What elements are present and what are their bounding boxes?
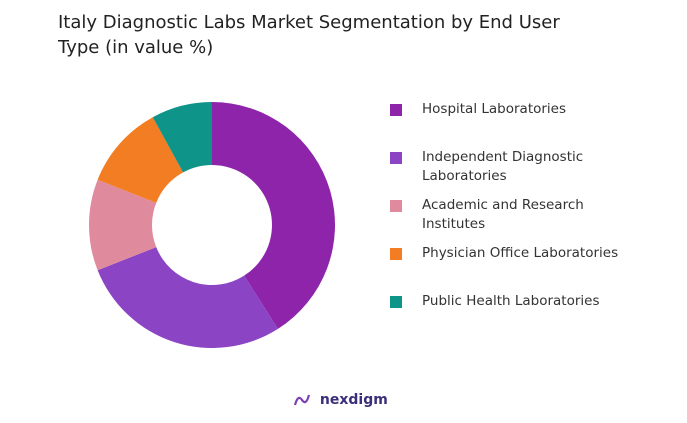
legend-label: Academic and Research Institutes [422,197,584,232]
logo: nexdigm [293,392,388,408]
legend-item: Public Health Laboratories [390,292,650,340]
legend-swatch [390,248,402,260]
legend-item: Physician Office Laboratories [390,244,650,292]
legend-item: Academic and Research Institutes [390,196,650,244]
legend-item: Independent Diagnostic Laboratories [390,148,650,196]
legend-swatch [390,152,402,164]
legend-swatch [390,104,402,116]
donut-slice [97,117,184,203]
legend-swatch [390,296,402,308]
legend: Hospital Laboratories Independent Diagnos… [390,100,650,340]
donut-slice [88,179,157,271]
logo-icon [293,394,311,406]
legend-label: Public Health Laboratories [422,293,600,309]
chart-title: Italy Diagnostic Labs Market Segmentatio… [58,12,560,58]
donut-slice [212,102,335,329]
legend-swatch [390,200,402,212]
legend-label: Hospital Laboratories [422,101,567,117]
legend-label: Physician Office Laboratories [422,245,619,261]
donut-slice [152,102,212,173]
legend-item: Hospital Laboratories [390,100,650,148]
donut-slice [97,247,278,348]
logo-text: nexdigm [319,392,388,408]
legend-label: Independent Diagnostic Laboratories [422,149,584,184]
